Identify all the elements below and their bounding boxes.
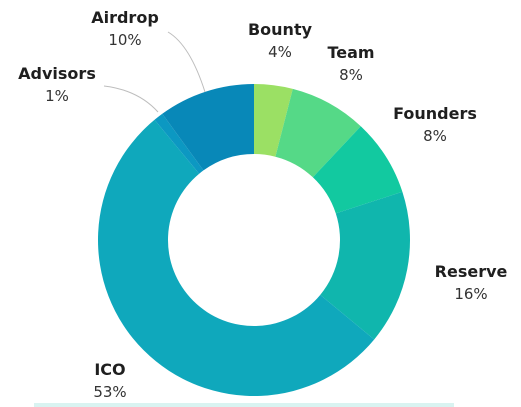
slice-label-reserve: Reserve 16% (428, 262, 514, 303)
slice-label-ico: ICO 53% (84, 360, 136, 401)
slice-pct-advisors: 1% (45, 87, 69, 106)
slice-name-advisors: Advisors (18, 64, 96, 83)
slice-label-advisors: Advisors 1% (12, 64, 102, 105)
leader-line-advisors (103, 85, 159, 113)
slice-name-ico: ICO (94, 360, 126, 379)
slice-name-team: Team (327, 43, 375, 62)
slice-name-reserve: Reserve (434, 262, 508, 281)
slice-airdrop (162, 84, 254, 171)
slice-pct-airdrop: 10% (108, 31, 142, 50)
slice-bounty (254, 84, 293, 157)
slice-name-airdrop: Airdrop (91, 8, 159, 27)
slice-name-founders: Founders (393, 104, 477, 123)
slice-label-founders: Founders 8% (386, 104, 484, 145)
slice-label-airdrop: Airdrop 10% (84, 8, 166, 49)
bottom-divider (34, 403, 454, 407)
slice-advisors (154, 113, 204, 174)
leader-line-airdrop (167, 31, 206, 93)
slice-pct-ico: 53% (93, 383, 127, 402)
slice-pct-bounty: 4% (268, 43, 292, 62)
slice-founders (312, 126, 403, 214)
slice-team (275, 88, 361, 178)
slice-pct-reserve: 16% (454, 285, 488, 304)
slice-reserve (320, 191, 410, 340)
slice-pct-team: 8% (339, 66, 363, 85)
slice-ico (97, 119, 375, 397)
slice-pct-founders: 8% (423, 127, 447, 146)
slice-name-bounty: Bounty (247, 20, 313, 39)
slice-label-bounty: Bounty 4% (247, 20, 313, 61)
slice-label-team: Team 8% (322, 43, 380, 84)
